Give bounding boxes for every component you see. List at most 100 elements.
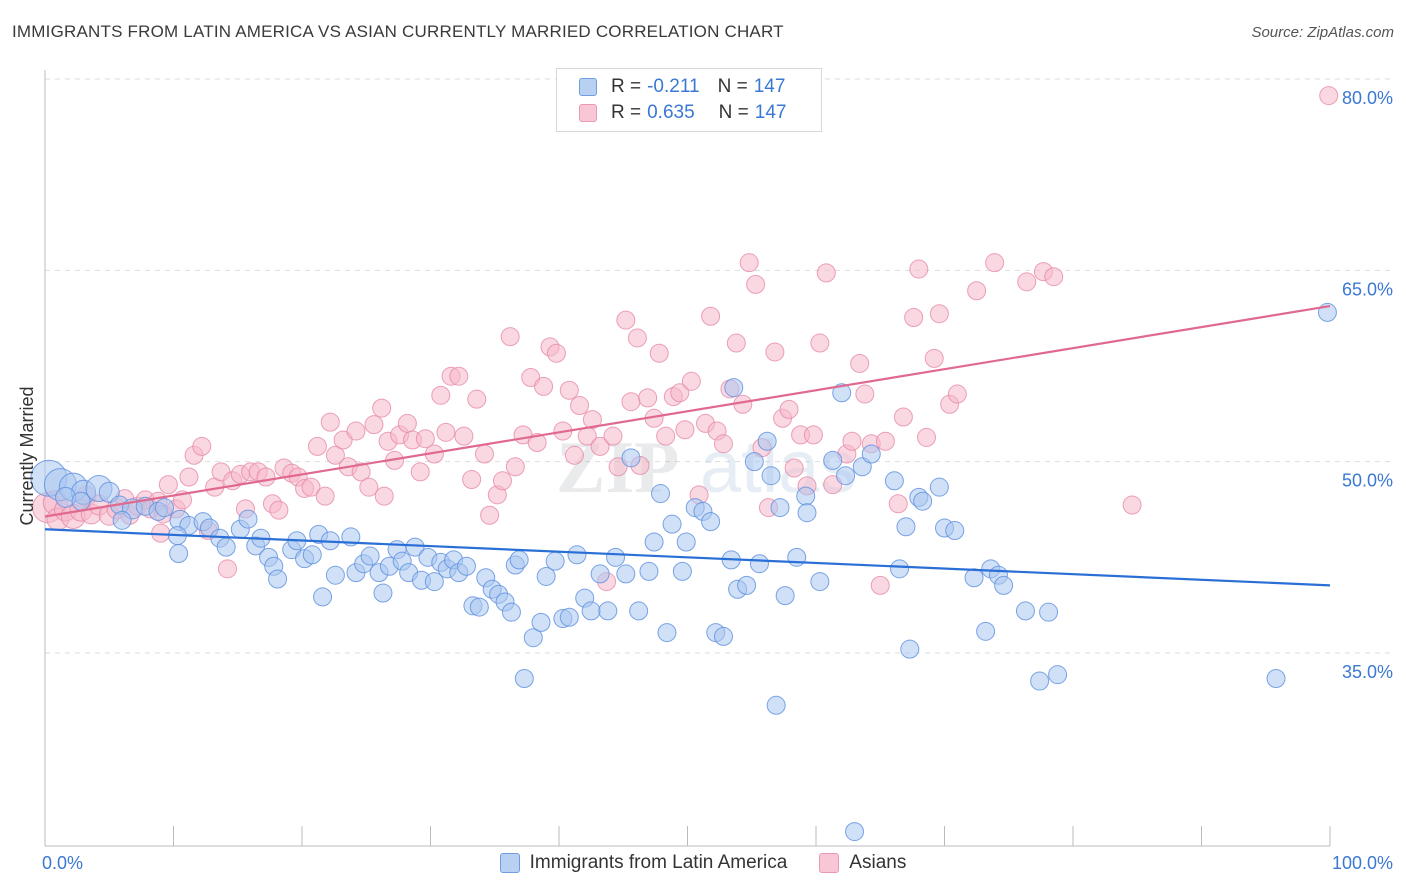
point-latin-america (559, 607, 579, 627)
point-latin-america (832, 383, 852, 403)
point-latin-america (929, 477, 949, 497)
point-asians (1319, 86, 1339, 106)
point-latin-america (238, 509, 258, 529)
point-latin-america (112, 510, 132, 530)
source-label: Source: ZipAtlas.com (1251, 24, 1394, 41)
point-latin-america (509, 550, 529, 570)
point-asians (269, 500, 289, 520)
point-asians (810, 333, 830, 353)
point-asians (534, 376, 554, 396)
point-latin-america (964, 568, 984, 588)
point-latin-america (268, 569, 288, 589)
point-latin-america (823, 450, 843, 470)
legend-label-asians: Asians (849, 852, 907, 873)
point-asians (675, 420, 695, 440)
point-asians (870, 575, 890, 595)
point-asians (325, 445, 345, 465)
point-latin-america (796, 486, 816, 506)
point-latin-america (373, 583, 393, 603)
point-asians (546, 343, 566, 363)
point-asians (701, 306, 721, 326)
tick-labels: 35.0% 50.0% 65.0% 80.0% 0.0% 100.0% (42, 88, 1393, 873)
point-asians (372, 398, 392, 418)
legend-n-value: 147 (754, 102, 787, 123)
point-asians (803, 425, 823, 445)
point-latin-america (639, 561, 659, 581)
point-latin-america (766, 695, 786, 715)
point-asians (947, 384, 967, 404)
point-asians (1044, 267, 1064, 287)
point-asians (431, 385, 451, 405)
point-latin-america (616, 564, 636, 584)
point-latin-america (900, 639, 920, 659)
point-asians (621, 392, 641, 412)
point-asians (480, 505, 500, 525)
point-asians (364, 415, 384, 435)
point-latin-america (536, 566, 556, 586)
point-latin-america (884, 471, 904, 491)
point-asians (893, 407, 913, 427)
point-latin-america (456, 556, 476, 576)
point-latin-america (523, 628, 543, 648)
point-latin-america (325, 565, 345, 585)
y-tick-label: 35.0% (1342, 662, 1393, 682)
legend-n-value: 147 (753, 76, 786, 97)
point-asians (784, 458, 804, 478)
point-asians (713, 434, 733, 454)
point-latin-america (1015, 601, 1035, 621)
y-tick-label: 80.0% (1342, 88, 1393, 108)
point-asians (217, 559, 237, 579)
series-asians (32, 86, 1339, 595)
point-latin-america (313, 587, 333, 607)
point-asians (765, 342, 785, 362)
point-latin-america (621, 448, 641, 468)
point-latin-america (757, 431, 777, 451)
x-tick-label: 100.0% (1332, 853, 1393, 873)
point-latin-america (896, 517, 916, 537)
point-latin-america (701, 512, 721, 532)
point-asians (917, 427, 937, 447)
point-latin-america (581, 601, 601, 621)
point-latin-america (724, 378, 744, 398)
point-asians (850, 353, 870, 373)
point-asians (415, 429, 435, 449)
point-asians (505, 457, 525, 477)
point-asians (670, 383, 690, 403)
point-latin-america (1030, 671, 1050, 691)
point-latin-america (810, 572, 830, 592)
point-asians (590, 436, 610, 456)
point-latin-america (657, 623, 677, 643)
point-asians (779, 399, 799, 419)
point-asians (474, 444, 494, 464)
point-asians (301, 477, 321, 497)
point-asians (1122, 495, 1142, 515)
point-latin-america (787, 547, 807, 567)
y-tick-label: 50.0% (1342, 471, 1393, 491)
point-asians (638, 388, 658, 408)
point-asians (967, 281, 987, 301)
point-asians (346, 421, 366, 441)
point-latin-america (590, 564, 610, 584)
grid-lines (45, 78, 1392, 654)
y-tick-label: 65.0% (1342, 279, 1393, 299)
legend-label-latin-america: Immigrants from Latin America (529, 852, 788, 873)
point-asians (397, 413, 417, 433)
point-asians (929, 304, 949, 324)
point-latin-america (169, 544, 189, 564)
point-asians (582, 410, 602, 430)
point-latin-america (155, 498, 175, 518)
axes (44, 70, 1331, 847)
point-asians (158, 475, 178, 495)
point-asians (603, 426, 623, 446)
legend-row-asians: R = 0.635 N = 147 (579, 100, 786, 126)
trend-line-asians (44, 304, 1331, 518)
point-asians (924, 348, 944, 368)
point-asians (649, 343, 669, 363)
point-asians (256, 467, 276, 487)
point-latin-america (405, 537, 425, 557)
point-asians (351, 462, 371, 482)
point-asians (616, 310, 636, 330)
point-asians (746, 274, 766, 294)
point-latin-america (545, 551, 565, 571)
legend-swatch-blue (499, 853, 520, 873)
